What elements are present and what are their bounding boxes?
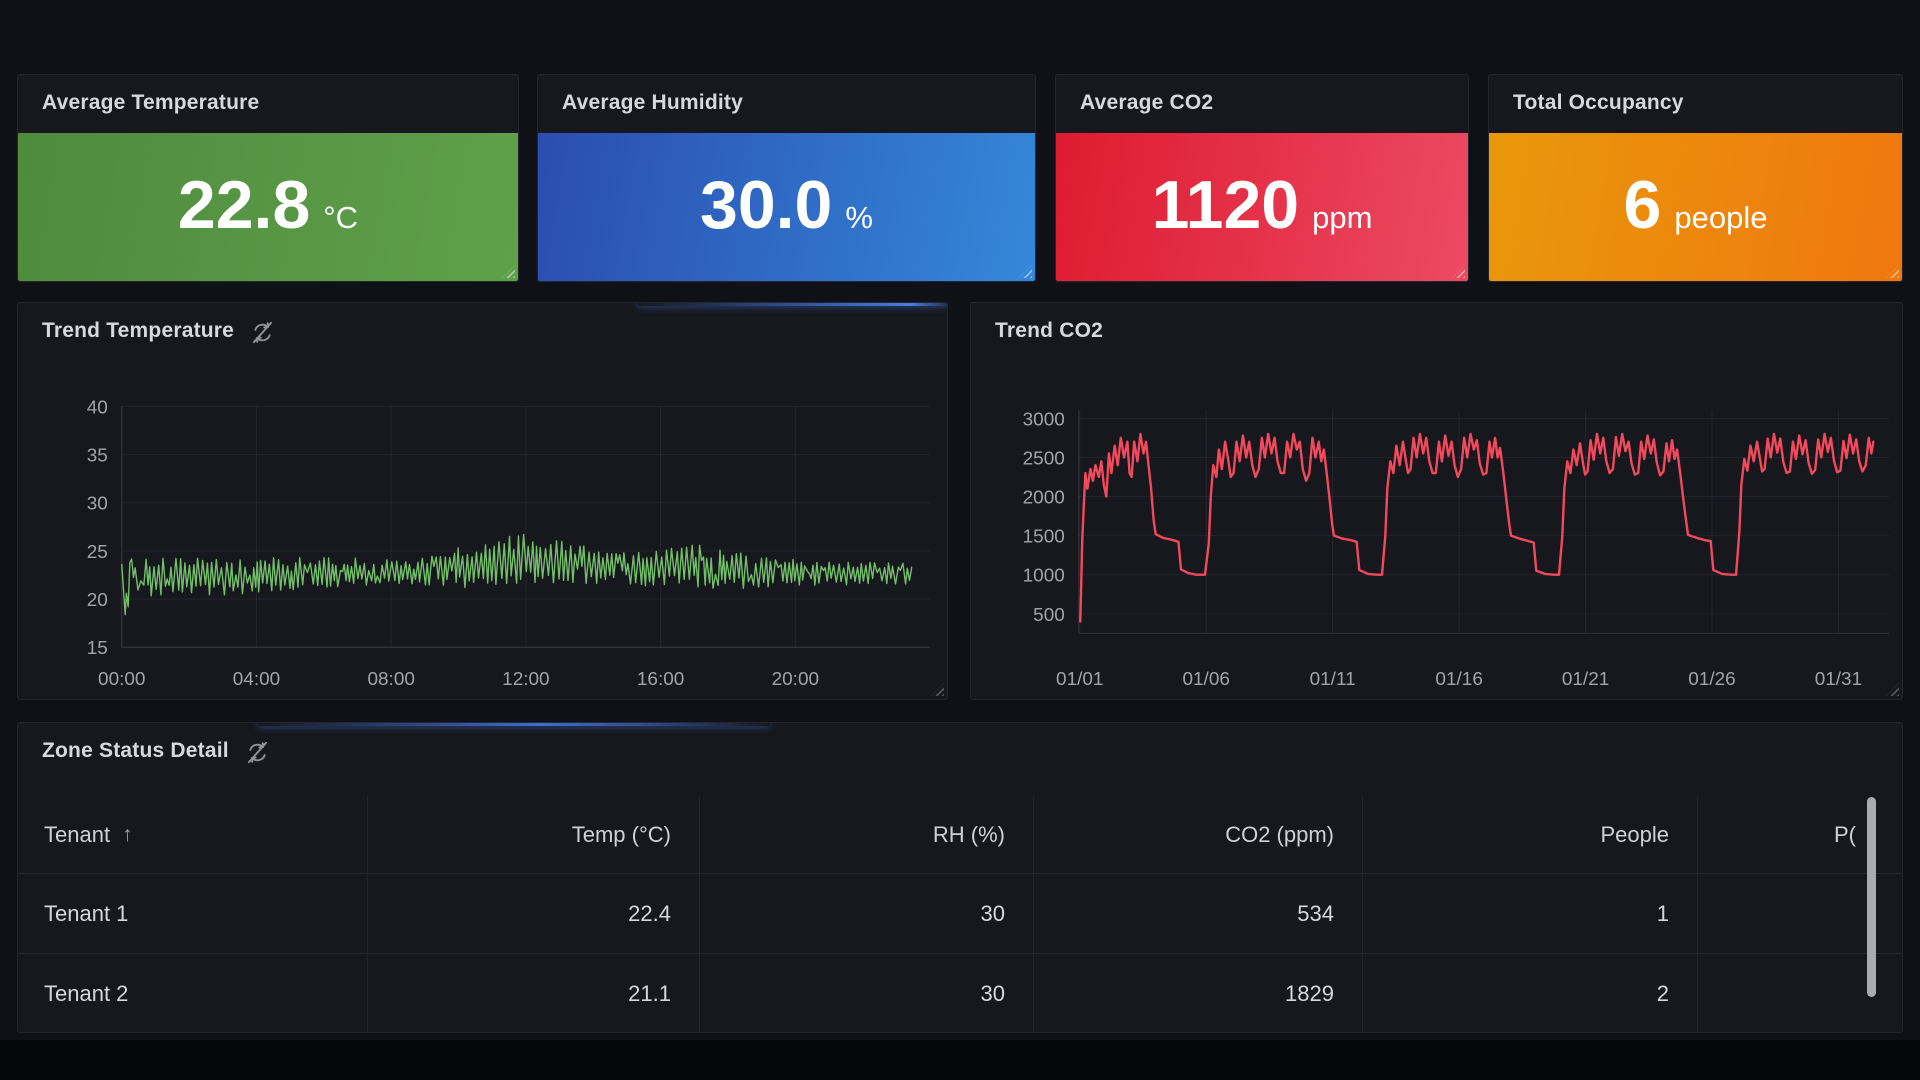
- panel-title: Average CO2: [1080, 91, 1214, 114]
- panel-focus-glow: [258, 723, 770, 726]
- svg-text:500: 500: [1033, 605, 1065, 626]
- stat-value: 1120: [1151, 167, 1300, 243]
- svg-text:01/06: 01/06: [1182, 669, 1229, 690]
- column-header-co2[interactable]: CO2 (ppm): [1034, 796, 1363, 873]
- table-row: Tenant 1 22.4 30 534 1: [18, 873, 1902, 953]
- stat-unit: %: [845, 200, 873, 235]
- panel-title: Trend CO2: [995, 319, 1103, 342]
- svg-text:16:00: 16:00: [637, 669, 684, 690]
- svg-text:40: 40: [87, 397, 108, 418]
- temperature-time-series-chart[interactable]: 00:00 04:00 08:00 12:00 16:00 20:00 15 20 25 30 35…: [18, 303, 947, 699]
- vertical-scrollbar[interactable]: [1867, 797, 1876, 1027]
- svg-text:01/01: 01/01: [1056, 669, 1103, 690]
- sync-off-icon: [247, 741, 267, 763]
- svg-text:01/16: 01/16: [1435, 669, 1482, 690]
- panel-focus-glow: [638, 303, 947, 306]
- panel-header[interactable]: Zone Status Detail: [18, 723, 1902, 779]
- zone-status-table-panel: Zone Status Detail Tenant ↑ Temp (°C) RH…: [17, 722, 1903, 1033]
- panel-header[interactable]: Total Occupancy: [1489, 75, 1902, 131]
- stat-value-area: 22.8 °C: [18, 133, 518, 281]
- panel-header[interactable]: Average Temperature: [18, 75, 518, 131]
- panel-title: Average Temperature: [42, 91, 260, 114]
- sort-ascending-icon: ↑: [122, 822, 133, 846]
- svg-text:04:00: 04:00: [233, 669, 280, 690]
- cell-temp: 22.4: [368, 874, 700, 953]
- table-row: Tenant 2 21.1 30 1829 2: [18, 953, 1902, 1032]
- column-header-rh[interactable]: RH (%): [700, 796, 1034, 873]
- resize-handle-icon[interactable]: [1886, 265, 1899, 278]
- panel-header[interactable]: Average CO2: [1056, 75, 1468, 131]
- scrollbar-thumb[interactable]: [1867, 797, 1876, 997]
- svg-text:12:00: 12:00: [502, 669, 549, 690]
- panel-header[interactable]: Trend Temperature: [18, 303, 947, 359]
- resize-handle-icon[interactable]: [502, 265, 515, 278]
- column-header-label: RH (%): [932, 821, 1005, 847]
- cell-rh: 30: [700, 874, 1034, 953]
- trend-co2-panel: Trend CO2 01/01 01/06 01/11 01/16 01/21 01/26…: [970, 302, 1903, 700]
- zone-status-table: Tenant ↑ Temp (°C) RH (%) CO2 (ppm) Peop…: [18, 796, 1902, 1032]
- svg-text:00:00: 00:00: [98, 669, 145, 690]
- svg-text:20:00: 20:00: [772, 669, 819, 690]
- stat-value: 30.0: [700, 167, 833, 243]
- column-header-label: P(: [1834, 821, 1856, 847]
- svg-text:2500: 2500: [1023, 448, 1065, 469]
- svg-text:15: 15: [87, 638, 108, 659]
- stat-panel-average-humidity: Average Humidity 30.0 %: [537, 74, 1036, 282]
- column-header-label: Tenant: [44, 821, 111, 847]
- svg-text:25: 25: [87, 542, 108, 563]
- stat-panel-average-temperature: Average Temperature 22.8 °C: [17, 74, 519, 282]
- bottom-bar: [0, 1040, 1920, 1080]
- panel-title: Total Occupancy: [1513, 91, 1684, 114]
- svg-text:2000: 2000: [1023, 488, 1065, 509]
- stat-value-area: 30.0 %: [538, 133, 1035, 281]
- stat-unit: ppm: [1312, 200, 1373, 235]
- cell-people: 1: [1363, 874, 1698, 953]
- cell-rh: 30: [700, 954, 1034, 1032]
- stat-panel-total-occupancy: Total Occupancy 6 people: [1488, 74, 1903, 282]
- svg-text:30: 30: [87, 494, 108, 515]
- cell-tenant: Tenant 1: [18, 874, 368, 953]
- resize-handle-icon[interactable]: [1452, 265, 1465, 278]
- table-header-row: Tenant ↑ Temp (°C) RH (%) CO2 (ppm) Peop…: [18, 796, 1902, 873]
- svg-text:01/26: 01/26: [1688, 669, 1735, 690]
- column-header-temp[interactable]: Temp (°C): [368, 796, 700, 873]
- panel-title: Trend Temperature: [42, 319, 235, 342]
- panel-title: Zone Status Detail: [42, 739, 229, 762]
- svg-text:20: 20: [87, 590, 108, 611]
- svg-text:08:00: 08:00: [367, 669, 414, 690]
- trend-temperature-panel: Trend Temperature 00:00 04:00 08:00 12:00 16…: [17, 302, 948, 700]
- cell-people: 2: [1363, 954, 1698, 1032]
- svg-text:01/31: 01/31: [1815, 669, 1862, 690]
- panel-header[interactable]: Trend CO2: [971, 303, 1902, 359]
- column-header-label: Temp (°C): [571, 821, 671, 847]
- svg-text:1000: 1000: [1023, 566, 1065, 587]
- panel-title: Average Humidity: [562, 91, 743, 114]
- stat-unit: °C: [323, 200, 359, 235]
- svg-text:3000: 3000: [1023, 409, 1065, 430]
- svg-text:35: 35: [87, 446, 108, 467]
- svg-text:01/11: 01/11: [1310, 669, 1356, 690]
- co2-time-series-chart[interactable]: 01/01 01/06 01/11 01/16 01/21 01/26 01/31 500 10…: [971, 303, 1902, 699]
- column-header-people[interactable]: People: [1363, 796, 1698, 873]
- grafana-dashboard: Average Temperature 22.8 °C Average Humi…: [17, 74, 1903, 1033]
- column-header-label: People: [1600, 821, 1669, 847]
- resize-handle-icon[interactable]: [1019, 265, 1032, 278]
- cell-co2: 1829: [1034, 954, 1363, 1032]
- stat-value-area: 1120 ppm: [1056, 133, 1468, 281]
- svg-text:1500: 1500: [1023, 527, 1065, 548]
- column-header-truncated[interactable]: P(: [1698, 796, 1902, 873]
- stat-panel-average-co2: Average CO2 1120 ppm: [1055, 74, 1469, 282]
- panel-header[interactable]: Average Humidity: [538, 75, 1035, 131]
- cell-temp: 21.1: [368, 954, 700, 1032]
- stat-unit: people: [1674, 200, 1768, 235]
- cell-co2: 534: [1034, 874, 1363, 953]
- stat-value: 22.8: [177, 167, 311, 243]
- column-header-label: CO2 (ppm): [1225, 821, 1334, 847]
- sync-off-icon: [253, 321, 273, 343]
- svg-text:01/21: 01/21: [1562, 669, 1609, 690]
- cell-tenant: Tenant 2: [18, 954, 368, 1032]
- stat-value-area: 6 people: [1489, 133, 1902, 281]
- stat-value: 6: [1623, 167, 1662, 243]
- column-header-tenant[interactable]: Tenant ↑: [18, 796, 368, 873]
